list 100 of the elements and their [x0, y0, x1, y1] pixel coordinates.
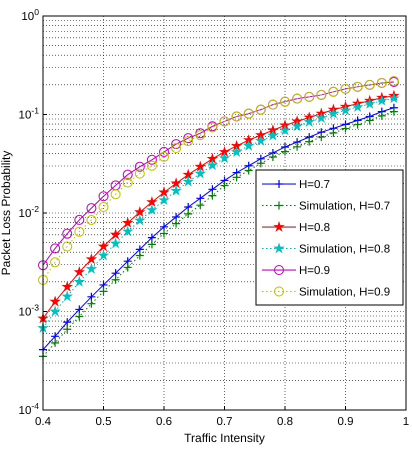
point [86, 253, 98, 264]
x-axis-title: Traffic Intensity [184, 431, 265, 445]
point [389, 107, 398, 116]
legend-label: H=0.7 [299, 179, 330, 191]
point [98, 240, 110, 252]
point [50, 338, 60, 348]
point [111, 275, 120, 284]
point [74, 304, 84, 314]
point [208, 184, 217, 194]
x-tick-label: 0.9 [338, 416, 354, 428]
point [230, 140, 242, 151]
x-tick-label: 0.8 [277, 416, 293, 428]
point [62, 318, 72, 327]
y-tick-label: 10$^{-4}$ [18, 401, 40, 417]
point [365, 116, 374, 126]
point [328, 128, 338, 138]
point [74, 226, 84, 237]
point [194, 168, 206, 178]
point [123, 262, 132, 272]
point [172, 219, 181, 228]
point [86, 263, 98, 274]
point [304, 137, 314, 146]
point [122, 178, 133, 188]
x-tick-label: 0.7 [216, 416, 232, 428]
point [218, 146, 230, 157]
y-tick-label: 10$^{0}$ [21, 7, 40, 23]
point [267, 130, 279, 140]
point [62, 324, 72, 334]
point [86, 203, 96, 214]
point [74, 312, 84, 322]
legend-label: H=0.9 [299, 265, 330, 277]
point [147, 240, 156, 249]
point [62, 280, 73, 292]
point [304, 116, 315, 127]
point [388, 92, 400, 104]
point [110, 189, 121, 200]
point [62, 290, 73, 302]
point [208, 191, 217, 200]
point [194, 160, 206, 172]
point [50, 243, 60, 254]
point [146, 204, 158, 215]
point [135, 250, 144, 260]
point [146, 196, 158, 207]
point [74, 266, 85, 277]
point [147, 233, 156, 242]
point [146, 160, 157, 171]
point [110, 180, 121, 190]
point [196, 200, 205, 210]
legend-label: Simulation, H=0.7 [299, 200, 390, 212]
point [159, 228, 169, 238]
point [86, 214, 96, 225]
point [135, 244, 144, 254]
point [38, 260, 48, 270]
point [218, 152, 230, 164]
point [122, 170, 133, 180]
legend-label: Simulation, H=0.8 [299, 244, 390, 256]
point [291, 120, 303, 132]
point [98, 191, 108, 202]
point [377, 111, 386, 120]
point [170, 177, 182, 188]
point [182, 168, 194, 180]
point [98, 250, 110, 260]
x-tick-label: 0.6 [156, 416, 172, 428]
point [159, 222, 169, 232]
point [184, 209, 193, 218]
point [279, 124, 291, 136]
legend-label: Simulation, H=0.9 [299, 286, 390, 298]
point [352, 101, 364, 112]
point [353, 120, 362, 130]
point [243, 134, 254, 145]
point [134, 206, 146, 217]
point [220, 180, 230, 190]
y-tick-label: 10$^{-1}$ [18, 106, 40, 122]
point [122, 225, 134, 236]
x-tick-label: 1 [402, 416, 410, 428]
point [74, 276, 85, 287]
point [110, 228, 122, 240]
point [62, 242, 72, 252]
y-tick-label: 10$^{-3}$ [18, 302, 40, 318]
point [376, 94, 388, 106]
point [171, 139, 182, 150]
point [268, 152, 278, 162]
point [280, 147, 290, 156]
point [98, 280, 108, 290]
point [328, 108, 340, 118]
point [244, 166, 254, 176]
point [256, 158, 266, 168]
point [50, 257, 60, 268]
point [158, 186, 170, 198]
point [98, 202, 108, 212]
point [171, 143, 182, 153]
point [340, 124, 350, 134]
point [255, 134, 266, 146]
point [38, 274, 48, 285]
point [206, 152, 218, 164]
point [243, 140, 254, 151]
point [183, 133, 194, 144]
point [86, 292, 96, 302]
y-tick-label: 10$^{-2}$ [18, 204, 40, 220]
point [49, 306, 61, 316]
